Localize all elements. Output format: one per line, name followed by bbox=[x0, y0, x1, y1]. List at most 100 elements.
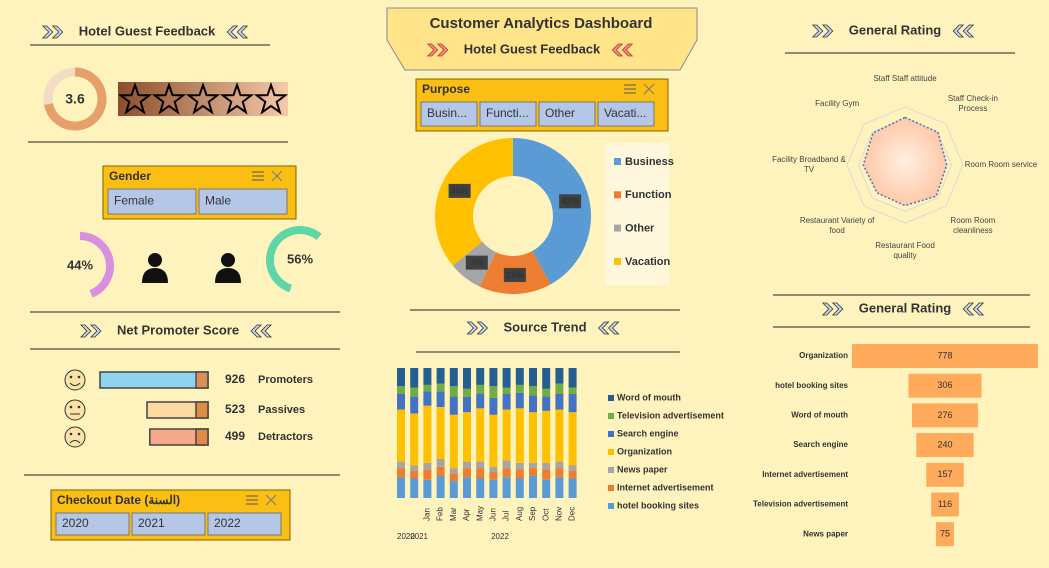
radar-grid bbox=[858, 118, 952, 212]
legend-label: Word of mouth bbox=[617, 392, 681, 402]
person-body bbox=[142, 268, 168, 283]
slicer-item[interactable]: Male bbox=[205, 194, 231, 208]
bar-segment bbox=[515, 478, 524, 498]
chevron bbox=[250, 324, 263, 338]
slicer-item[interactable]: Busin... bbox=[427, 106, 467, 120]
bar-segment bbox=[555, 394, 564, 410]
chevron bbox=[962, 302, 975, 316]
chevron bbox=[972, 302, 985, 316]
x-tick-label: Jan bbox=[423, 508, 432, 521]
chevron bbox=[41, 25, 54, 39]
slicer-button[interactable] bbox=[107, 188, 197, 215]
bar-segment bbox=[476, 394, 485, 409]
chevron bbox=[607, 321, 620, 335]
bar-segment bbox=[555, 461, 564, 469]
funnel-bar bbox=[926, 462, 964, 487]
funnel-label: Television advertisement bbox=[753, 500, 848, 509]
chevron bbox=[426, 43, 439, 57]
slicer-item[interactable]: Female bbox=[114, 194, 154, 208]
section-title: Source Trend bbox=[503, 319, 586, 334]
data-label: 75 bbox=[940, 529, 950, 539]
nps-value: 499 bbox=[225, 429, 245, 443]
legend-swatch bbox=[614, 257, 621, 265]
funnel-label: Word of mouth bbox=[791, 411, 848, 420]
bar-segment bbox=[423, 479, 432, 498]
bar-segment bbox=[502, 460, 511, 469]
slicer-button[interactable] bbox=[420, 101, 478, 127]
slicer-button[interactable] bbox=[55, 512, 130, 536]
bar-segment bbox=[515, 368, 524, 385]
radar-grid bbox=[846, 106, 964, 224]
chevron bbox=[226, 25, 239, 39]
bar-segment bbox=[502, 394, 511, 410]
bar-segment bbox=[568, 368, 577, 388]
radar-label: Room Room service bbox=[964, 160, 1038, 169]
face-mouth bbox=[69, 382, 81, 386]
chevron bbox=[476, 321, 489, 335]
radar-label: Restaurant Food quality bbox=[875, 241, 935, 260]
face bbox=[64, 426, 86, 448]
bar-segment bbox=[568, 412, 577, 466]
bar-segment bbox=[542, 410, 551, 463]
chevron bbox=[236, 25, 249, 39]
bar-segment bbox=[568, 387, 577, 394]
bar-segment bbox=[410, 478, 419, 498]
x-tick-label: Feb bbox=[436, 507, 445, 521]
x-group-label: 2022 bbox=[491, 532, 509, 541]
bar-segment bbox=[410, 413, 419, 466]
bar-segment bbox=[529, 475, 537, 498]
slicer-button[interactable] bbox=[597, 101, 655, 127]
slicer-item[interactable]: Vacati... bbox=[604, 106, 646, 120]
x-tick-label: Dec bbox=[568, 507, 577, 521]
data-label: 116 bbox=[938, 499, 952, 509]
bar-segment bbox=[463, 412, 471, 462]
bar-segment bbox=[515, 469, 524, 479]
funnel-bar bbox=[912, 403, 978, 428]
slicer-item[interactable]: 2022 bbox=[214, 516, 241, 530]
slicer-button[interactable] bbox=[479, 101, 537, 127]
funnel-bar bbox=[908, 373, 982, 398]
bar-segment bbox=[529, 395, 537, 413]
bar-segment bbox=[502, 468, 511, 478]
chevron bbox=[436, 43, 449, 57]
slicer-button[interactable] bbox=[131, 512, 206, 536]
bar-segment bbox=[436, 466, 445, 476]
nps-bar bbox=[99, 371, 209, 389]
bar-segment bbox=[542, 368, 551, 389]
nps-value: 926 bbox=[225, 372, 245, 386]
legend-swatch bbox=[608, 449, 614, 455]
bar-segment bbox=[410, 465, 419, 471]
legend-label: Vacation bbox=[625, 256, 671, 268]
slicer-item[interactable]: Other bbox=[545, 106, 575, 120]
bar-segment bbox=[410, 387, 419, 397]
legend-swatch bbox=[608, 395, 614, 401]
person-head bbox=[148, 253, 162, 267]
slicer-item[interactable]: Functi... bbox=[486, 106, 529, 120]
chevron bbox=[260, 324, 273, 338]
bar-segment bbox=[542, 462, 551, 470]
bar-segment bbox=[397, 368, 405, 387]
data-label-bg bbox=[503, 267, 526, 282]
face bbox=[64, 369, 86, 391]
slicer-item[interactable]: 2020 bbox=[62, 516, 89, 530]
section-title: General Rating bbox=[849, 22, 942, 37]
legend-label: Organization bbox=[617, 446, 672, 456]
slicer-button[interactable] bbox=[538, 101, 596, 127]
bar-segment bbox=[515, 408, 524, 463]
chevron bbox=[89, 324, 102, 338]
legend-label: Function bbox=[625, 189, 672, 201]
nps-label: Passives bbox=[258, 404, 305, 416]
x-tick-label: Mar bbox=[449, 507, 458, 521]
data-label: 306 bbox=[937, 380, 952, 390]
data-label: 240 bbox=[937, 439, 952, 449]
x-group-label: 2021 bbox=[410, 532, 428, 541]
slicer-button[interactable] bbox=[207, 512, 282, 536]
section-title: General Rating bbox=[859, 300, 952, 315]
nps-value: 523 bbox=[225, 402, 245, 416]
slicer-item[interactable]: 2021 bbox=[138, 516, 165, 530]
bar-segment bbox=[463, 368, 471, 389]
star bbox=[253, 81, 289, 115]
chevron bbox=[466, 321, 479, 335]
star bbox=[117, 81, 153, 115]
slicer-button[interactable] bbox=[198, 188, 288, 215]
